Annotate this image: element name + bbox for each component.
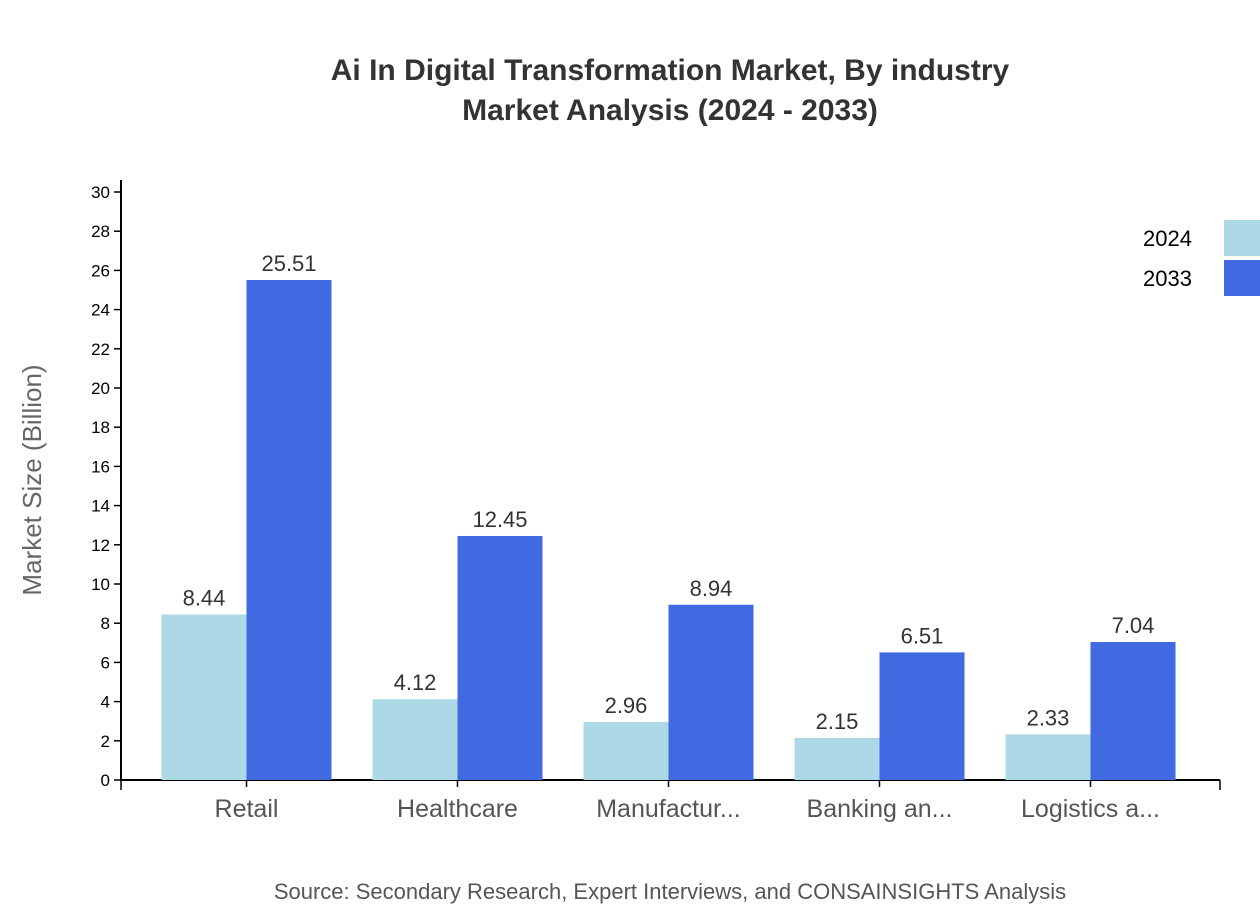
bar-2024 <box>1005 734 1091 780</box>
legend-label: 2024 <box>1143 226 1192 251</box>
data-label: 25.51 <box>261 251 316 276</box>
bar-2024 <box>794 737 880 780</box>
y-tick-label: 0 <box>101 771 110 790</box>
bar-2033 <box>457 535 543 780</box>
legend-swatch <box>1224 220 1260 256</box>
legend-label: 2033 <box>1143 266 1192 291</box>
data-label: 2.15 <box>816 709 859 734</box>
data-label: 8.94 <box>690 576 733 601</box>
y-tick-label: 14 <box>91 497 110 516</box>
legend: 2024 2033 <box>1143 220 1260 296</box>
bars: 8.44 25.51 4.12 12.45 2.96 8.94 2.15 6.51 2.33 7.… <box>161 251 1176 780</box>
x-axis: Retail Healthcare Manufactur... Banking an.… <box>120 779 1221 823</box>
chart-title: Ai In Digital Transformation Market, By … <box>331 54 1010 87</box>
data-label: 6.51 <box>901 623 944 648</box>
bar-2024 <box>161 614 247 780</box>
bar-2033 <box>879 652 965 780</box>
x-tick-label: Logistics a... <box>1021 795 1160 823</box>
y-tick-label: 20 <box>91 379 110 398</box>
data-label: 12.45 <box>472 507 527 532</box>
chart-subtitle: Market Analysis (2024 - 2033) <box>462 94 878 127</box>
y-tick-label: 12 <box>91 536 110 555</box>
x-tick-label: Banking an... <box>807 795 953 823</box>
y-tick-label: 6 <box>101 653 110 672</box>
data-label: 4.12 <box>394 670 437 695</box>
y-tick-label: 16 <box>91 457 110 476</box>
data-label: 2.33 <box>1027 705 1070 730</box>
bar-2033 <box>246 280 332 780</box>
y-tick-label: 10 <box>91 575 110 594</box>
y-axis-label: Market Size (Billion) <box>17 364 47 595</box>
y-tick-label: 30 <box>91 183 110 202</box>
bar-2033 <box>1090 642 1176 780</box>
y-tick-label: 22 <box>91 340 110 359</box>
y-tick-label: 18 <box>91 418 110 437</box>
data-label: 7.04 <box>1112 613 1155 638</box>
y-tick-label: 8 <box>101 614 110 633</box>
y-tick-label: 4 <box>101 693 110 712</box>
bar-2024 <box>583 721 669 780</box>
legend-swatch <box>1224 260 1260 296</box>
data-label: 2.96 <box>605 693 648 718</box>
data-label: 8.44 <box>183 586 226 611</box>
x-tick-label: Healthcare <box>397 795 518 823</box>
y-tick-label: 26 <box>91 261 110 280</box>
bar-2033 <box>668 604 754 780</box>
x-tick-label: Manufactur... <box>596 795 741 823</box>
y-tick-label: 28 <box>91 222 110 241</box>
y-tick-label: 24 <box>91 301 110 320</box>
x-tick-label: Retail <box>215 795 279 823</box>
source-note: Source: Secondary Research, Expert Inter… <box>274 879 1066 904</box>
y-tick-label: 2 <box>101 732 110 751</box>
bar-2024 <box>372 699 458 780</box>
